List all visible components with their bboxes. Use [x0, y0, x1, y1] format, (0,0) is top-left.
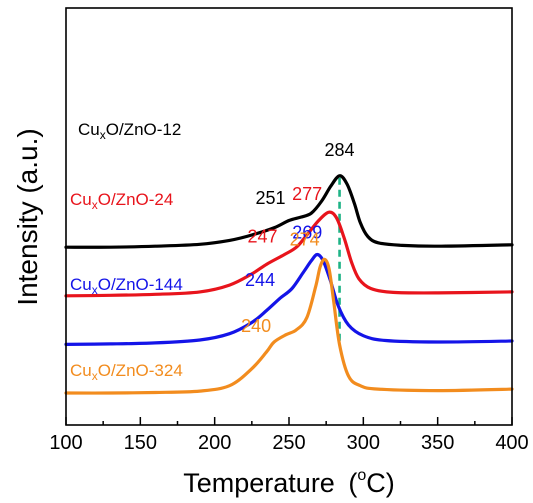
peak-label-274: 274: [290, 229, 320, 249]
peak-label-277: 277: [292, 184, 322, 204]
series-label-4: CuxO/ZnO-324: [70, 361, 183, 383]
series-label-main: Cu: [78, 120, 100, 139]
series-label-rest: O/ZnO-24: [98, 190, 174, 209]
series-label-1: CuxO/ZnO-12: [78, 120, 181, 142]
peak-annotations-layer: 284 251 277 247 269 244 274 240: [241, 140, 354, 336]
peak-label-247: 247: [248, 226, 278, 246]
peak-label-240: 240: [241, 316, 271, 336]
x-tick-label: 350: [421, 432, 454, 454]
peak-label-244: 244: [245, 270, 275, 290]
x-ticks-layer: 100 150 200 250 300 350 400: [49, 417, 529, 454]
series-label-subscript: x: [100, 128, 106, 142]
series-labels-layer: CuxO/ZnO-12CuxO/ZnO-24CuxO/ZnO-144CuxO/Z…: [70, 120, 183, 383]
series-label-main: Cu: [70, 190, 92, 209]
series-label-rest: O/ZnO-324: [98, 361, 183, 380]
series-label-rest: O/ZnO-144: [98, 275, 183, 294]
series-label-subscript: x: [92, 283, 98, 297]
series-label-2: CuxO/ZnO-24: [70, 190, 173, 212]
series-label-3: CuxO/ZnO-144: [70, 275, 183, 297]
x-tick-label: 250: [272, 432, 305, 454]
series-label-rest: O/ZnO-12: [106, 120, 182, 139]
series-line-2: [64, 210, 514, 298]
x-tick-label: 400: [495, 432, 528, 454]
y-axis-title: Intensity (a.u.): [12, 128, 43, 305]
x-tick-label: 100: [49, 432, 82, 454]
peak-label-269: 269: [292, 222, 322, 242]
x-axis-title: Temperature (oC): [183, 467, 395, 498]
x-tick-label: 150: [124, 432, 157, 454]
peak-label-251: 251: [255, 188, 285, 208]
series-label-main: Cu: [70, 361, 92, 380]
peak-label-284: 284: [325, 140, 355, 160]
series-line-3: [64, 252, 514, 346]
series-line-1: [64, 174, 514, 249]
series-layer: [64, 174, 514, 395]
x-tick-label: 200: [198, 432, 231, 454]
series-label-subscript: x: [92, 198, 98, 212]
series-label-main: Cu: [70, 275, 92, 294]
x-tick-label: 300: [347, 432, 380, 454]
series-line-4: [64, 257, 514, 395]
series-label-subscript: x: [92, 369, 98, 383]
